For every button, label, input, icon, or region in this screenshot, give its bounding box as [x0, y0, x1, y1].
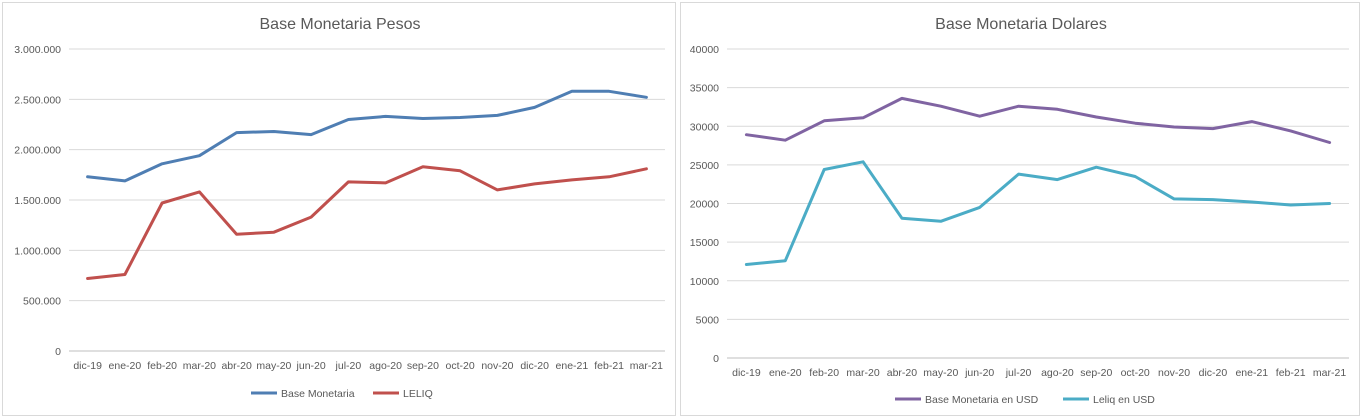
y-tick-label: 0 — [55, 346, 61, 358]
x-tick-label: oct-20 — [1121, 367, 1150, 379]
y-tick-label: 10000 — [690, 276, 719, 288]
series-line — [86, 89, 648, 183]
x-tick-label: feb-20 — [809, 367, 839, 379]
x-tick-label: feb-20 — [147, 360, 177, 372]
y-tick-label: 3.000.000 — [14, 44, 61, 56]
x-tick-label: nov-20 — [481, 360, 513, 372]
x-tick-label: ago-20 — [369, 360, 402, 372]
y-tick-label: 0 — [713, 353, 719, 365]
x-tick-label: feb-21 — [1276, 367, 1306, 379]
chart-svg-dolares: Base Monetaria Dolares 0 5000 10000 15000 200… — [690, 16, 1349, 406]
x-tick-label: mar-20 — [183, 360, 216, 372]
chart-title: Base Monetaria Dolares — [935, 16, 1107, 33]
y-tick-label: 2.000.000 — [14, 145, 61, 157]
x-tick-label: dic-19 — [732, 367, 761, 379]
y-tick-label: 30000 — [690, 121, 719, 133]
y-tick-label: 500.000 — [23, 296, 61, 308]
x-tick-label: dic-20 — [1199, 367, 1228, 379]
x-tick-label: dic-19 — [73, 360, 102, 372]
x-tick-label: may-20 — [256, 360, 291, 372]
y-tick-label: 15000 — [690, 237, 719, 249]
legend-label: Base Monetaria en USD — [925, 394, 1039, 406]
chart-panel-pesos: Base Monetaria Pesos 0 500.000 1.000.000 1.5… — [2, 2, 676, 416]
x-tick-label: oct-20 — [446, 360, 475, 372]
y-tick-label: 2.500.000 — [14, 94, 61, 106]
x-tick-label: mar-20 — [846, 367, 879, 379]
series-line — [744, 96, 1332, 144]
legend-label: LELIQ — [403, 388, 433, 400]
x-tick-label: jun-20 — [296, 360, 326, 372]
x-tick-label: abr-20 — [221, 360, 252, 372]
series-line — [86, 165, 648, 280]
y-tick-label: 1.500.000 — [14, 195, 61, 207]
x-tick-label: sep-20 — [1080, 367, 1112, 379]
y-tick-label: 1.000.000 — [14, 245, 61, 257]
y-tick-label: 25000 — [690, 160, 719, 172]
chart-svg-pesos: Base Monetaria Pesos 0 500.000 1.000.000 1.5… — [14, 16, 665, 400]
legend-label: Base Monetaria — [281, 388, 355, 400]
x-tick-label: jul-20 — [335, 360, 362, 372]
x-tick-label: may-20 — [923, 367, 958, 379]
chart-panel-dolares: Base Monetaria Dolares 0 5000 10000 15000 200… — [680, 2, 1360, 416]
x-tick-label: abr-20 — [887, 367, 918, 379]
x-tick-label: ago-20 — [1041, 367, 1074, 379]
y-tick-label: 20000 — [690, 199, 719, 211]
x-tick-label: jul-20 — [1005, 367, 1032, 379]
legend-label: Leliq en USD — [1093, 394, 1155, 406]
x-tick-label: ene-20 — [109, 360, 142, 372]
x-tick-label: sep-20 — [407, 360, 439, 372]
x-tick-label: feb-21 — [594, 360, 624, 372]
x-tick-label: jun-20 — [964, 367, 994, 379]
x-tick-label: ene-21 — [1235, 367, 1268, 379]
x-tick-label: mar-21 — [1313, 367, 1346, 379]
x-tick-label: dic-20 — [520, 360, 549, 372]
y-tick-label: 5000 — [696, 314, 720, 326]
chart-title: Base Monetaria Pesos — [260, 16, 421, 33]
y-tick-label: 40000 — [690, 44, 719, 56]
x-tick-label: mar-21 — [630, 360, 663, 372]
x-tick-label: ene-20 — [769, 367, 802, 379]
x-tick-label: ene-21 — [556, 360, 589, 372]
y-tick-label: 35000 — [690, 83, 719, 95]
series-line — [744, 160, 1332, 266]
x-tick-label: nov-20 — [1158, 367, 1190, 379]
